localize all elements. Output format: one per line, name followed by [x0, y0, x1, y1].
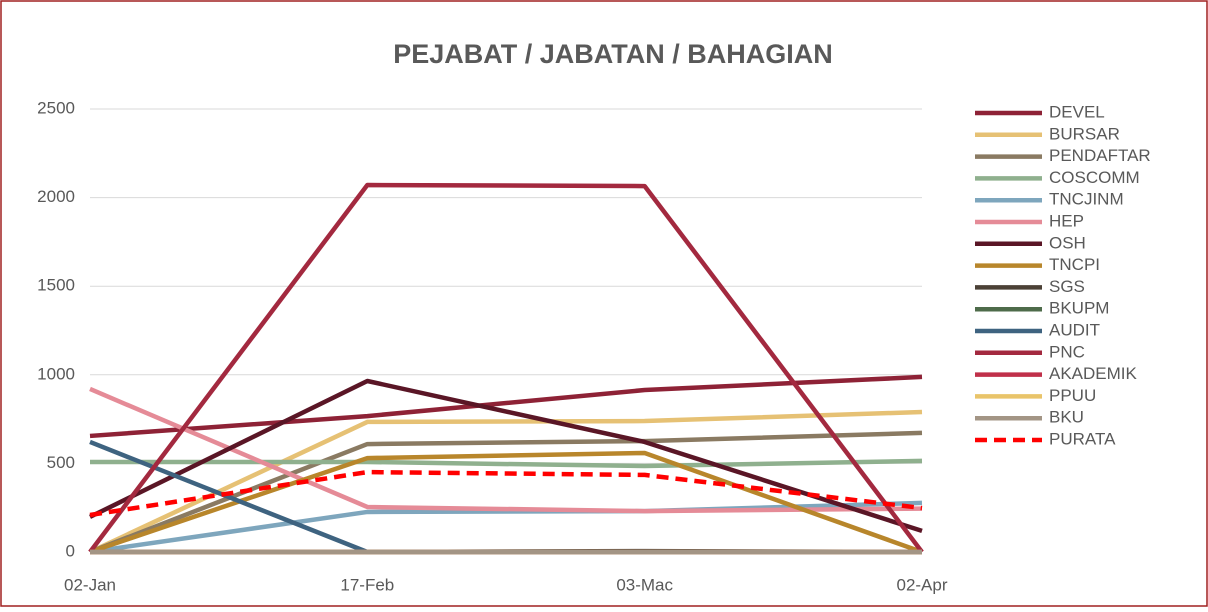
legend-label: SGS [1049, 277, 1085, 296]
x-tick-label: 02-Jan [64, 575, 116, 594]
legend-label: HEP [1049, 211, 1084, 230]
series-line [90, 458, 923, 469]
legend-label: COSCOMM [1049, 168, 1140, 187]
series-line [89, 469, 923, 518]
y-tick-label: 0 [66, 541, 75, 560]
legend-label: PPUU [1049, 386, 1096, 405]
legend-label: AKADEMIK [1049, 364, 1138, 383]
y-tick-label: 1000 [37, 364, 75, 383]
legend-label: BKUPM [1049, 299, 1109, 318]
x-tick-label: 03-Mac [616, 575, 673, 594]
legend-label: PENDAFTAR [1049, 146, 1151, 165]
chart-title: PEJABAT / JABATAN / BAHAGIAN [393, 39, 833, 69]
y-tick-label: 2000 [37, 187, 75, 206]
legend-label: BKU [1049, 408, 1084, 427]
legend-label: DEVEL [1049, 102, 1105, 121]
series-line [88, 182, 924, 554]
series-line [89, 409, 923, 555]
series-line [89, 374, 923, 439]
y-tick-label: 500 [47, 453, 75, 472]
legend-label: BURSAR [1049, 124, 1120, 143]
legend-label: PURATA [1049, 429, 1116, 448]
x-tick-label: 17-Feb [340, 575, 394, 594]
x-tick-label: 02-Apr [896, 575, 947, 594]
y-tick-label: 2500 [37, 98, 75, 117]
legend-label: TNCPI [1049, 255, 1100, 274]
series-line [89, 378, 923, 534]
legend-label: OSH [1049, 233, 1086, 252]
legend-label: PNC [1049, 342, 1085, 361]
series-line [89, 500, 923, 555]
series-line [89, 450, 923, 555]
legend-label: AUDIT [1049, 320, 1100, 339]
legend-label: TNCJINM [1049, 190, 1124, 209]
y-tick-label: 1500 [37, 276, 75, 295]
